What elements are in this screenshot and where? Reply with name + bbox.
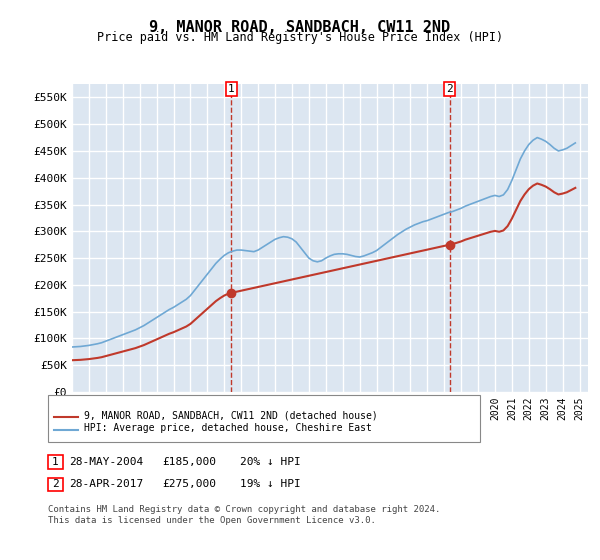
Text: 9, MANOR ROAD, SANDBACH, CW11 2ND (detached house): 9, MANOR ROAD, SANDBACH, CW11 2ND (detac… — [84, 410, 378, 421]
Text: 28-MAY-2004: 28-MAY-2004 — [69, 457, 143, 467]
Text: 1: 1 — [228, 84, 235, 94]
Text: 28-APR-2017: 28-APR-2017 — [69, 479, 143, 489]
Text: £185,000: £185,000 — [162, 457, 216, 467]
Text: 2: 2 — [52, 479, 59, 489]
Text: 1: 1 — [52, 457, 59, 467]
Text: £275,000: £275,000 — [162, 479, 216, 489]
Text: 9, MANOR ROAD, SANDBACH, CW11 2ND: 9, MANOR ROAD, SANDBACH, CW11 2ND — [149, 20, 451, 35]
Text: HPI: Average price, detached house, Cheshire East: HPI: Average price, detached house, Ches… — [84, 423, 372, 433]
Text: Contains HM Land Registry data © Crown copyright and database right 2024.
This d: Contains HM Land Registry data © Crown c… — [48, 505, 440, 525]
Text: Price paid vs. HM Land Registry's House Price Index (HPI): Price paid vs. HM Land Registry's House … — [97, 31, 503, 44]
Text: 20% ↓ HPI: 20% ↓ HPI — [240, 457, 301, 467]
Text: 19% ↓ HPI: 19% ↓ HPI — [240, 479, 301, 489]
Text: 2: 2 — [446, 84, 453, 94]
